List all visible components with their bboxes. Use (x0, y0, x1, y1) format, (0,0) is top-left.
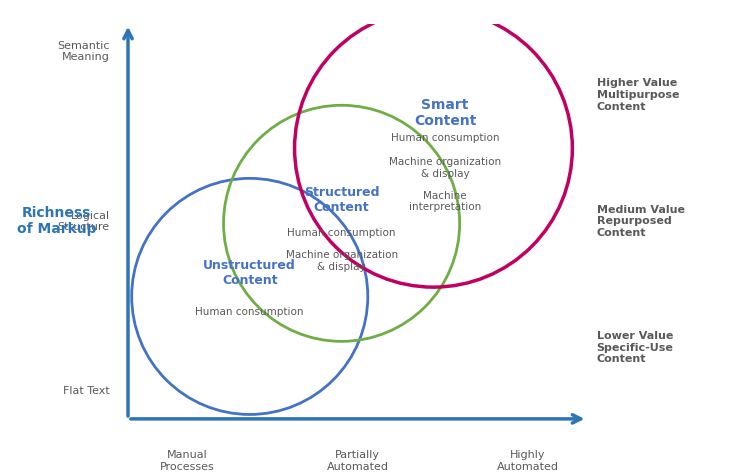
Text: Higher Value
Multipurpose
Content: Higher Value Multipurpose Content (596, 79, 679, 111)
Text: Unstructured
Content: Unstructured Content (203, 258, 296, 287)
Text: Smart
Content: Smart Content (413, 98, 476, 128)
Text: Machine organization
& display: Machine organization & display (389, 157, 501, 179)
Text: Human consumption: Human consumption (196, 307, 304, 317)
Text: Medium Value
Repurposed
Content: Medium Value Repurposed Content (596, 205, 684, 238)
Text: Machine
interpretation: Machine interpretation (409, 191, 481, 212)
Text: Richness
of Markup: Richness of Markup (17, 206, 96, 237)
Text: Partially
Automated: Partially Automated (327, 450, 389, 472)
Text: Semantic
Meaning: Semantic Meaning (57, 40, 110, 62)
Text: Lower Value
Specific-Use
Content: Lower Value Specific-Use Content (596, 331, 673, 364)
Text: Highly
Automated: Highly Automated (497, 450, 559, 472)
Text: Human consumption: Human consumption (288, 228, 396, 238)
Text: Flat Text: Flat Text (63, 386, 110, 396)
Text: Manual
Processes: Manual Processes (160, 450, 215, 472)
Text: Machine organization
& display: Machine organization & display (285, 250, 398, 272)
Text: Human consumption: Human consumption (391, 133, 499, 143)
Text: Logical
Structure: Logical Structure (57, 210, 110, 232)
Text: Structured
Content: Structured Content (304, 186, 380, 214)
